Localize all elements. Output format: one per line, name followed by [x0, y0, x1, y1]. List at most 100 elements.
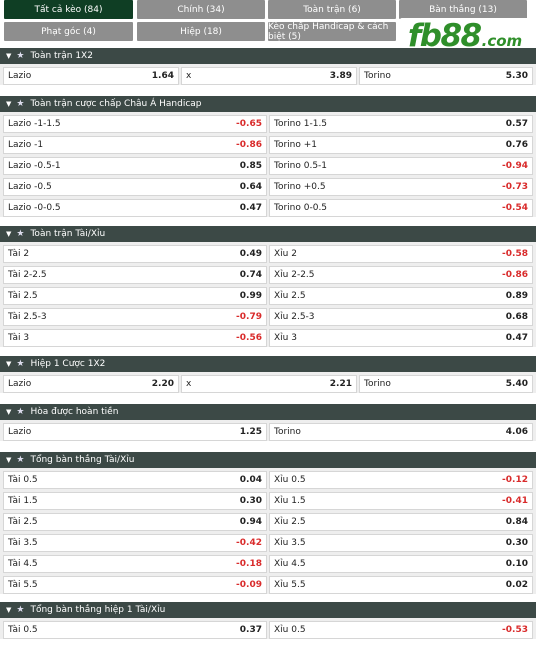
odds-value: 1.25 [239, 427, 262, 437]
odds-value: 0.85 [239, 161, 262, 171]
selection-label: Tài 3.5 [8, 538, 38, 548]
odds-cell[interactable]: Xỉu 2 -0.58 [269, 245, 533, 263]
tab-goals[interactable]: Bàn thắng (13) [399, 0, 527, 19]
tab-main[interactable]: Chính (34) [137, 0, 265, 19]
odds-cell[interactable]: Tài 1.5 0.30 [3, 492, 267, 510]
selection-label: Lazio -1 [8, 140, 44, 150]
tab-corners[interactable]: Phạt góc (4) [4, 22, 133, 41]
odds-row: Lazio -1-1.5 -0.65 Torino 1-1.5 0.57 [3, 115, 533, 133]
odds-cell[interactable]: Lazio -0.5-1 0.85 [3, 157, 267, 175]
odds-value: -0.18 [236, 559, 262, 569]
odds-value: 0.30 [239, 496, 262, 506]
odds-cell[interactable]: Xỉu 3 0.47 [269, 329, 533, 347]
odds-cell[interactable]: x 2.21 [181, 375, 357, 393]
odds-cell[interactable]: Torino 4.06 [269, 423, 533, 441]
selection-label: Xỉu 3.5 [274, 538, 306, 548]
odds-cell[interactable]: Torino 5.30 [359, 67, 533, 85]
odds-cell[interactable]: Lazio -1 -0.86 [3, 136, 267, 154]
odds-cell[interactable]: Lazio 2.20 [3, 375, 179, 393]
favorite-star-icon[interactable]: ★ [16, 51, 25, 61]
tab-all[interactable]: Tất cả kèo (84) [4, 0, 133, 19]
favorite-star-icon[interactable]: ★ [16, 605, 25, 615]
selection-label: Torino [274, 427, 301, 437]
section-body: Lazio -1-1.5 -0.65 Torino 1-1.5 0.57 Lazio -… [0, 112, 536, 217]
section-header[interactable]: ▼ ★ Hiệp 1 Cược 1X2 [0, 356, 536, 372]
odds-section: ▼ ★ Tổng bàn thắng hiệp 1 Tài/Xỉu Tài 0.5 0.… [0, 602, 536, 642]
section-header[interactable]: ▼ ★ Toàn trận Tài/Xỉu [0, 226, 536, 242]
odds-cell[interactable]: x 3.89 [181, 67, 357, 85]
favorite-star-icon[interactable]: ★ [16, 99, 25, 109]
odds-cell[interactable]: Xỉu 4.5 0.10 [269, 555, 533, 573]
section-body: Lazio 1.25 Torino 4.06 [0, 420, 536, 441]
odds-cell[interactable]: Xỉu 2.5-3 0.68 [269, 308, 533, 326]
odds-cell[interactable]: Xỉu 0.5 -0.53 [269, 621, 533, 639]
odds-value: 1.64 [151, 71, 174, 81]
odds-section: ▼ ★ Toàn trận Tài/Xỉu Tài 2 0.49 Xỉu 2 -0.58 Tà… [0, 226, 536, 350]
odds-cell[interactable]: Tài 3.5 -0.42 [3, 534, 267, 552]
selection-label: Xỉu 1.5 [274, 496, 306, 506]
odds-cell[interactable]: Tài 3 -0.56 [3, 329, 267, 347]
odds-cell[interactable]: Lazio -0-0.5 0.47 [3, 199, 267, 217]
odds-cell[interactable]: Torino 0.5-1 -0.94 [269, 157, 533, 175]
section-header[interactable]: ▼ ★ Toàn trận cược chấp Châu Á Handicap [0, 96, 536, 112]
odds-cell[interactable]: Lazio -1-1.5 -0.65 [3, 115, 267, 133]
odds-cell[interactable]: Tài 0.5 0.37 [3, 621, 267, 639]
odds-cell[interactable]: Tài 4.5 -0.18 [3, 555, 267, 573]
odds-cell[interactable]: Tài 0.5 0.04 [3, 471, 267, 489]
odds-cell[interactable]: Xỉu 2.5 0.84 [269, 513, 533, 531]
favorite-star-icon[interactable]: ★ [16, 407, 25, 417]
odds-row: Tài 3 -0.56 Xỉu 3 0.47 [3, 329, 533, 347]
odds-row: Tài 0.5 0.37 Xỉu 0.5 -0.53 [3, 621, 533, 639]
odds-cell[interactable]: Torino +1 0.76 [269, 136, 533, 154]
tab-halves[interactable]: Hiệp (18) [137, 22, 265, 41]
odds-row: Lazio -0.5-1 0.85 Torino 0.5-1 -0.94 [3, 157, 533, 175]
selection-label: Tài 2.5 [8, 517, 38, 527]
favorite-star-icon[interactable]: ★ [16, 229, 25, 239]
odds-cell[interactable]: Lazio -0.5 0.64 [3, 178, 267, 196]
section-title: Toàn trận cược chấp Châu Á Handicap [30, 99, 202, 109]
logo-suffix: .com [481, 32, 523, 50]
odds-value: 0.37 [239, 625, 262, 635]
odds-cell[interactable]: Xỉu 0.5 -0.12 [269, 471, 533, 489]
odds-cell[interactable]: Lazio 1.25 [3, 423, 267, 441]
selection-label: Tài 2-2.5 [8, 270, 47, 280]
odds-cell[interactable]: Tài 5.5 -0.09 [3, 576, 267, 594]
selection-label: Xỉu 2.5 [274, 517, 306, 527]
odds-cell[interactable]: Xỉu 2-2.5 -0.86 [269, 266, 533, 284]
selection-label: Tài 2.5-3 [8, 312, 47, 322]
odds-cell[interactable]: Torino 0-0.5 -0.54 [269, 199, 533, 217]
odds-value: 3.89 [329, 71, 352, 81]
odds-value: 5.30 [505, 71, 528, 81]
collapse-caret-icon[interactable]: ▼ [6, 408, 12, 416]
odds-cell[interactable]: Tài 2.5 0.99 [3, 287, 267, 305]
collapse-caret-icon[interactable]: ▼ [6, 456, 12, 464]
odds-cell[interactable]: Torino 5.40 [359, 375, 533, 393]
odds-cell[interactable]: Lazio 1.64 [3, 67, 179, 85]
odds-cell[interactable]: Xỉu 5.5 0.02 [269, 576, 533, 594]
odds-cell[interactable]: Tài 2.5-3 -0.79 [3, 308, 267, 326]
section-header[interactable]: ▼ ★ Tổng bàn thắng hiệp 1 Tài/Xỉu [0, 602, 536, 618]
section-body: Tài 0.5 0.04 Xỉu 0.5 -0.12 Tài 1.5 0.30 Xỉu 1.… [0, 468, 536, 594]
odds-cell[interactable]: Xỉu 2.5 0.89 [269, 287, 533, 305]
collapse-caret-icon[interactable]: ▼ [6, 230, 12, 238]
collapse-caret-icon[interactable]: ▼ [6, 52, 12, 60]
odds-cell[interactable]: Tài 2-2.5 0.74 [3, 266, 267, 284]
collapse-caret-icon[interactable]: ▼ [6, 100, 12, 108]
selection-label: Tài 3 [8, 333, 30, 343]
odds-cell[interactable]: Tài 2 0.49 [3, 245, 267, 263]
favorite-star-icon[interactable]: ★ [16, 455, 25, 465]
section-header[interactable]: ▼ ★ Tổng bàn thắng Tài/Xỉu [0, 452, 536, 468]
collapse-caret-icon[interactable]: ▼ [6, 606, 12, 614]
odds-cell[interactable]: Xỉu 1.5 -0.41 [269, 492, 533, 510]
odds-row: Lazio 2.20 x 2.21 Torino 5.40 [3, 375, 533, 393]
favorite-star-icon[interactable]: ★ [16, 359, 25, 369]
section-header[interactable]: ▼ ★ Hòa được hoàn tiền [0, 404, 536, 420]
odds-cell[interactable]: Torino +0.5 -0.73 [269, 178, 533, 196]
odds-cell[interactable]: Torino 1-1.5 0.57 [269, 115, 533, 133]
tab-fulltime[interactable]: Toàn trận (6) [268, 0, 396, 19]
tab-handicap[interactable]: Kèo chấp Handicap & cách biệt (5) [268, 22, 396, 42]
odds-cell[interactable]: Xỉu 3.5 0.30 [269, 534, 533, 552]
section-header[interactable]: ▼ ★ Toàn trận 1X2 [0, 48, 536, 64]
collapse-caret-icon[interactable]: ▼ [6, 360, 12, 368]
odds-cell[interactable]: Tài 2.5 0.94 [3, 513, 267, 531]
